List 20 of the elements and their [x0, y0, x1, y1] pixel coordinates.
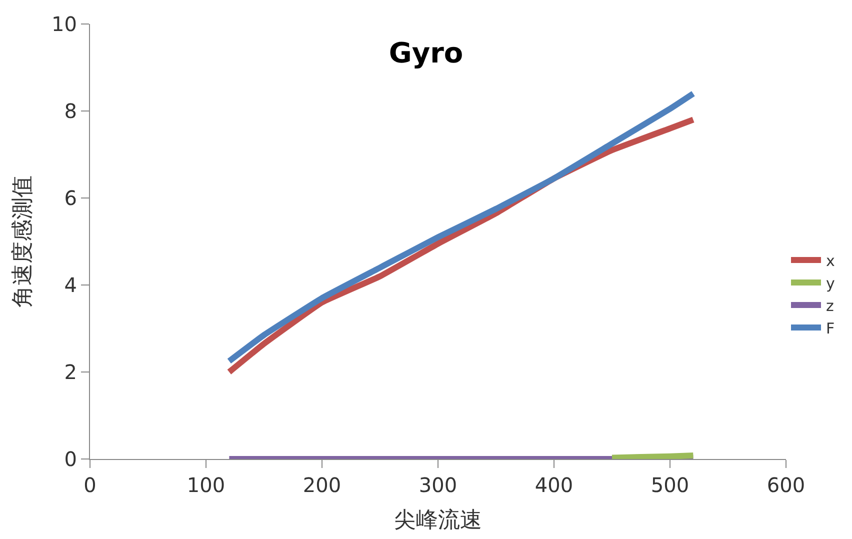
y-tick-label: 4: [64, 273, 77, 297]
y-axis-title: 角速度感測值: [10, 176, 36, 308]
legend-label: y: [826, 274, 835, 292]
text: Gyro: [388, 36, 464, 70]
x-tick-label: 0: [84, 473, 96, 497]
x-axis-title: 尖峰流速: [394, 508, 482, 533]
x-tick-label: 300: [418, 473, 458, 497]
legend-label: F: [826, 319, 835, 338]
y-tick-label: 0: [64, 447, 77, 471]
y-tick-label: 2: [64, 360, 77, 384]
y-tick-label: 10: [52, 12, 77, 36]
x-tick-label: 200: [302, 473, 342, 497]
x-tick-label: 600: [766, 473, 806, 497]
x-tick-label: 500: [650, 473, 690, 497]
legend-label: x: [826, 252, 835, 270]
x-tick-label: 100: [186, 473, 226, 497]
y-tick-label: 8: [64, 99, 77, 123]
y-tick-label: 6: [64, 186, 77, 210]
x-tick-label: 400: [534, 473, 574, 497]
legend-label: z: [826, 296, 834, 315]
